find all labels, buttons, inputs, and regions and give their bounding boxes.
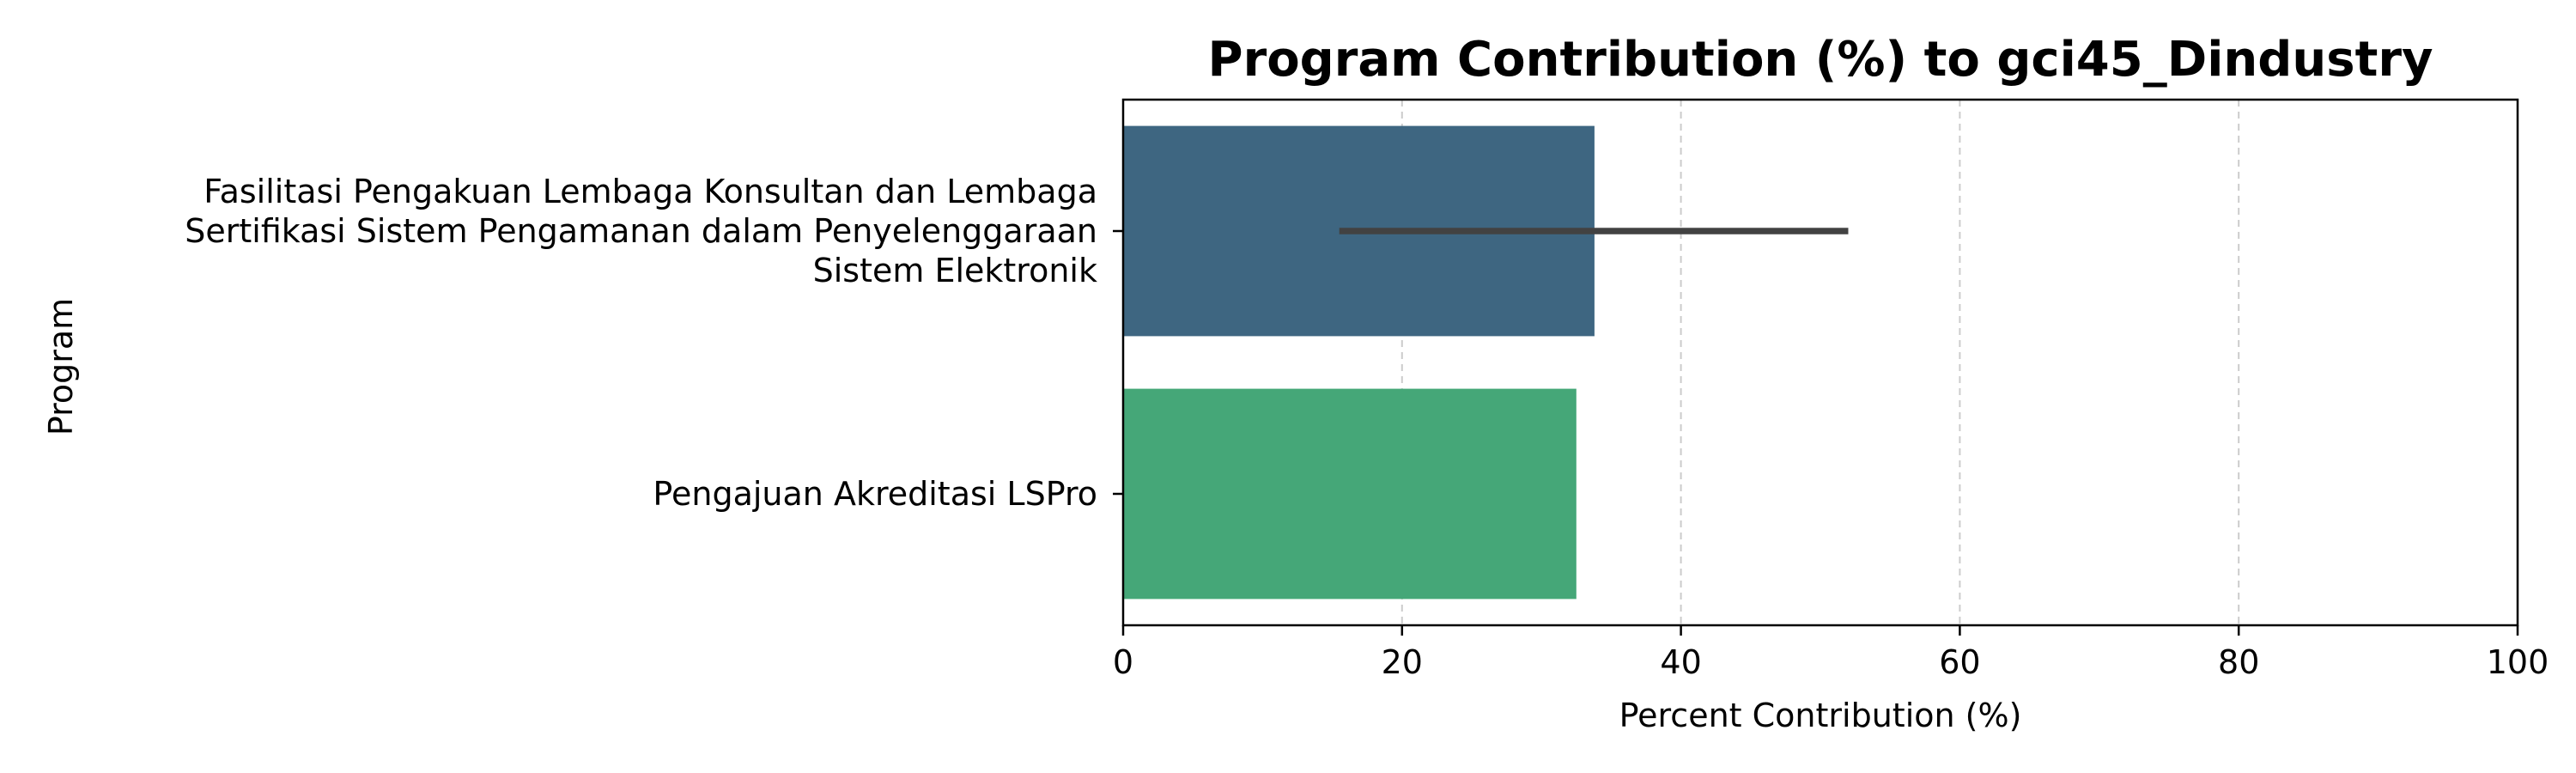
y-axis-ticks: Fasilitasi Pengakuan Lembaga Konsultan d… [185, 173, 1123, 513]
x-tick-label: 0 [1113, 643, 1133, 681]
x-axis-ticks: 0 20 40 60 80 100 [1113, 625, 2549, 681]
x-axis-title: Percent Contribution (%) [1619, 697, 2022, 734]
x-tick-label: 40 [1660, 643, 1701, 681]
plot-frame [1121, 98, 2519, 627]
chart-title: Program Contribution (%) to gci45_Dindus… [1208, 32, 2433, 88]
bar [1123, 388, 1577, 600]
y-axis-title: Program [42, 298, 80, 435]
bars [1123, 125, 1595, 600]
x-tick-label: 20 [1382, 643, 1423, 681]
x-tick-label: 80 [2218, 643, 2259, 681]
x-tick-label: 100 [2487, 643, 2549, 681]
y-tick-label: Pengajuan Akreditasi LSPro [653, 475, 1097, 513]
y-tick-label: Fasilitasi Pengakuan Lembaga Konsultan d… [185, 173, 1097, 289]
x-tick-label: 60 [1939, 643, 1980, 681]
